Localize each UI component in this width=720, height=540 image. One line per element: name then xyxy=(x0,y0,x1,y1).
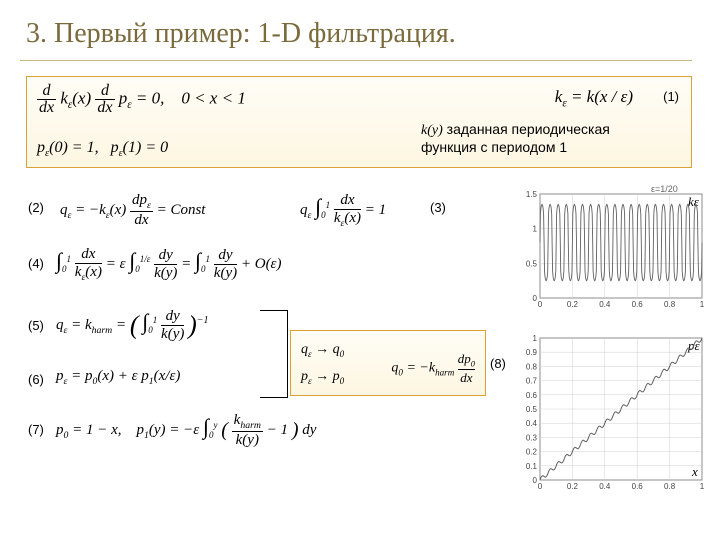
eq-boundary: pε(0) = 1, pε(1) = 0 xyxy=(37,139,168,159)
eq-2: qε = −kε(x) dpεdx = Const xyxy=(60,192,205,229)
svg-text:0.5: 0.5 xyxy=(526,259,538,268)
title-underline xyxy=(20,60,692,61)
svg-text:1.5: 1.5 xyxy=(526,190,538,199)
svg-text:0.1: 0.1 xyxy=(526,462,538,471)
svg-text:0.2: 0.2 xyxy=(567,300,579,309)
eq-3: qε ∫01 dxkε(x) = 1 xyxy=(300,192,386,229)
svg-text:0.8: 0.8 xyxy=(664,300,676,309)
brace-right xyxy=(260,310,288,398)
limit-q: qε → q0 xyxy=(301,342,344,357)
svg-text:0.4: 0.4 xyxy=(526,419,538,428)
eq-label-5: (5) xyxy=(28,318,44,333)
eq-label-8: (8) xyxy=(490,356,506,371)
eq-label-6: (6) xyxy=(28,372,44,387)
slide-title: 3. Первый пример: 1-D фильтрация. xyxy=(26,18,456,50)
chart-k-eps: 0 0.2 0.4 0.6 0.8 1 0 0.5 1 1.5 kε ε=1/20 xyxy=(520,182,708,312)
eq-pde: ddx kε(x) ddx pε = 0, 0 < x < 1 xyxy=(37,83,246,116)
svg-text:0.5: 0.5 xyxy=(526,405,538,414)
svg-text:0.8: 0.8 xyxy=(664,482,676,491)
svg-text:0.6: 0.6 xyxy=(632,300,644,309)
svg-text:x: x xyxy=(691,464,698,479)
svg-text:0.2: 0.2 xyxy=(567,482,579,491)
equation-box-1: ddx kε(x) ddx pε = 0, 0 < x < 1 pε(0) = … xyxy=(26,76,692,168)
svg-text:0.4: 0.4 xyxy=(599,482,611,491)
svg-text:1: 1 xyxy=(533,334,538,343)
eq-label-4: (4) xyxy=(28,256,44,271)
svg-text:0: 0 xyxy=(538,300,543,309)
limit-box: qε → q0 pε → p0 q0 = −kharm dp0dx xyxy=(290,330,486,396)
svg-text:0: 0 xyxy=(538,482,543,491)
svg-text:kε: kε xyxy=(688,194,700,209)
svg-text:0: 0 xyxy=(533,476,538,485)
svg-text:1: 1 xyxy=(700,300,705,309)
note-periodic: k(y) заданная периодическая функция с пе… xyxy=(421,121,651,155)
eq-label-7: (7) xyxy=(28,422,44,437)
svg-text:1: 1 xyxy=(533,225,538,234)
limit-p: pε → p0 xyxy=(301,369,344,384)
eq-label-3: (3) xyxy=(430,200,446,215)
eq-6: pε = p0(x) + ε p1(x/ε) xyxy=(56,368,180,387)
svg-text:0.3: 0.3 xyxy=(526,433,538,442)
svg-text:0: 0 xyxy=(533,294,538,303)
eq-7: p0 = 1 − x, p1(y) = −ε ∫0y ( kharmk(y) −… xyxy=(56,412,316,449)
eq-4: ∫01 dxkε(x) = ε ∫01/ε dyk(y) = ∫01 dyk(y… xyxy=(56,246,281,283)
svg-text:0.8: 0.8 xyxy=(526,362,538,371)
eq-5: qε = kharm = ( ∫01 dyk(y) )−1 xyxy=(56,308,209,343)
svg-text:0.2: 0.2 xyxy=(526,448,538,457)
svg-text:0.4: 0.4 xyxy=(599,300,611,309)
svg-text:0.9: 0.9 xyxy=(526,348,538,357)
svg-text:0.6: 0.6 xyxy=(526,391,538,400)
chart-p-eps: 0 0.2 0.4 0.6 0.8 1 0 0.1 0.2 0.3 0.4 0.5 0.6 0.7 0.8 0… xyxy=(520,326,708,494)
svg-text:ε=1/20: ε=1/20 xyxy=(651,184,678,194)
svg-text:0.7: 0.7 xyxy=(526,377,538,386)
svg-text:1: 1 xyxy=(700,482,705,491)
limit-eq: q0 = −kharm dp0dx xyxy=(391,351,475,386)
svg-text:0.6: 0.6 xyxy=(632,482,644,491)
eq-k: kε = k(x / ε) xyxy=(555,87,633,109)
eq-label-1: (1) xyxy=(663,89,679,104)
eq-label-2: (2) xyxy=(28,200,44,215)
